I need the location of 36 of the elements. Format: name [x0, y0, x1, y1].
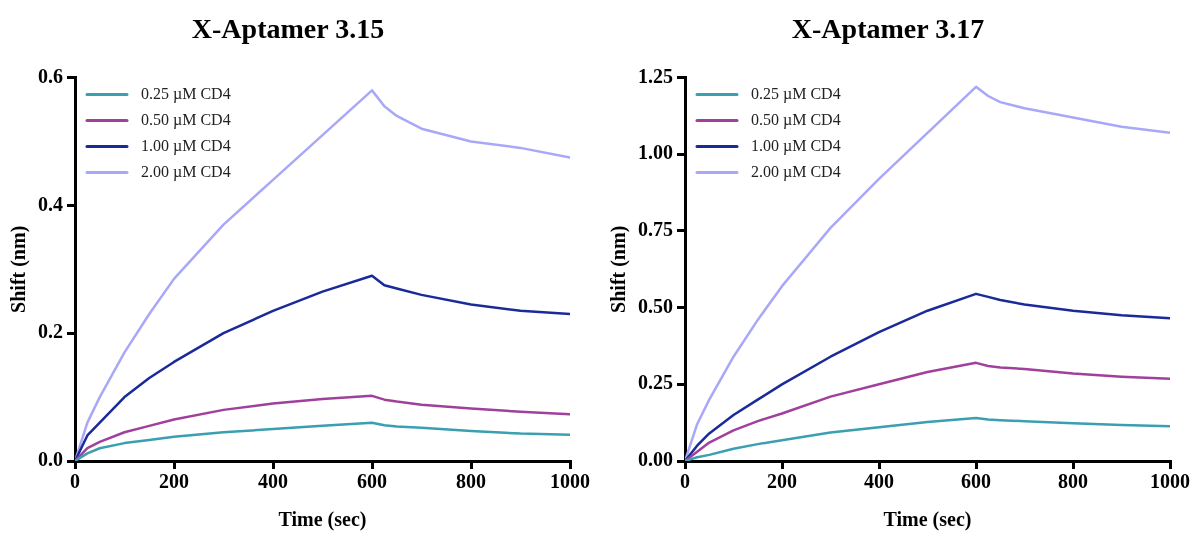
x-tick-label: 400 [864, 470, 894, 493]
y-tick-label: 0.0 [38, 448, 63, 471]
x-tick-label: 800 [1058, 470, 1088, 493]
x-tick-label: 200 [767, 470, 797, 493]
y-tick-label: 0.4 [38, 192, 63, 215]
y-tick-label: 1.25 [638, 64, 673, 87]
legend-label: 2.00 µM CD4 [141, 162, 231, 181]
legend-label: 2.00 µM CD4 [751, 162, 841, 181]
y-tick-label: 0.50 [638, 294, 673, 317]
legend-label: 0.25 µM CD4 [751, 84, 841, 103]
y-axis-title: Shift (nm) [7, 225, 31, 313]
x-tick-label: 200 [159, 470, 189, 493]
y-axis-title: Shift (nm) [607, 225, 631, 313]
x-tick-label: 600 [961, 470, 991, 493]
legend-label: 1.00 µM CD4 [751, 136, 841, 155]
legend-label: 0.25 µM CD4 [141, 84, 231, 103]
y-tick-label: 0.25 [638, 371, 673, 394]
y-tick-label: 1.00 [638, 141, 673, 164]
chart-title: X-Aptamer 3.15 [191, 13, 385, 45]
legend-label: 0.50 µM CD4 [751, 110, 841, 129]
legend-label: 0.50 µM CD4 [141, 110, 231, 129]
x-tick-label: 0 [70, 470, 80, 493]
y-tick-label: 0.75 [638, 218, 673, 241]
x-tick-label: 1000 [1150, 470, 1190, 493]
x-tick-label: 400 [258, 470, 288, 493]
y-tick-label: 0.2 [38, 320, 63, 343]
x-axis-title: Time (sec) [883, 508, 972, 532]
chart-title: X-Aptamer 3.17 [791, 13, 985, 45]
legend-label: 1.00 µM CD4 [141, 136, 231, 155]
x-tick-label: 800 [456, 470, 486, 493]
x-axis-title: Time (sec) [278, 508, 367, 532]
y-tick-label: 0.6 [38, 64, 63, 87]
x-tick-label: 0 [680, 470, 690, 493]
x-tick-label: 600 [357, 470, 387, 493]
x-tick-label: 1000 [550, 470, 590, 493]
y-tick-label: 0.00 [638, 448, 673, 471]
